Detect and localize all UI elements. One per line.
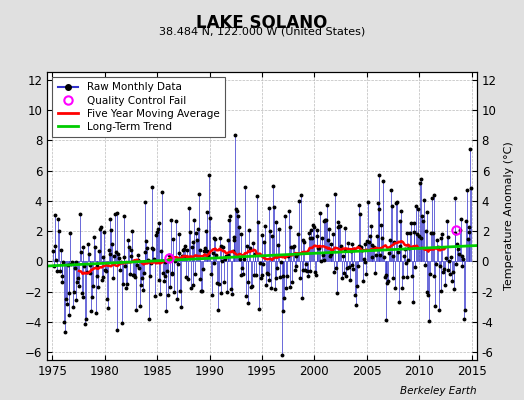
Text: LAKE SOLANO: LAKE SOLANO	[196, 14, 328, 32]
Y-axis label: Temperature Anomaly (°C): Temperature Anomaly (°C)	[504, 142, 514, 290]
Legend: Raw Monthly Data, Quality Control Fail, Five Year Moving Average, Long-Term Tren: Raw Monthly Data, Quality Control Fail, …	[52, 77, 225, 137]
Text: 38.484 N, 122.000 W (United States): 38.484 N, 122.000 W (United States)	[159, 26, 365, 36]
Text: Berkeley Earth: Berkeley Earth	[400, 386, 477, 396]
